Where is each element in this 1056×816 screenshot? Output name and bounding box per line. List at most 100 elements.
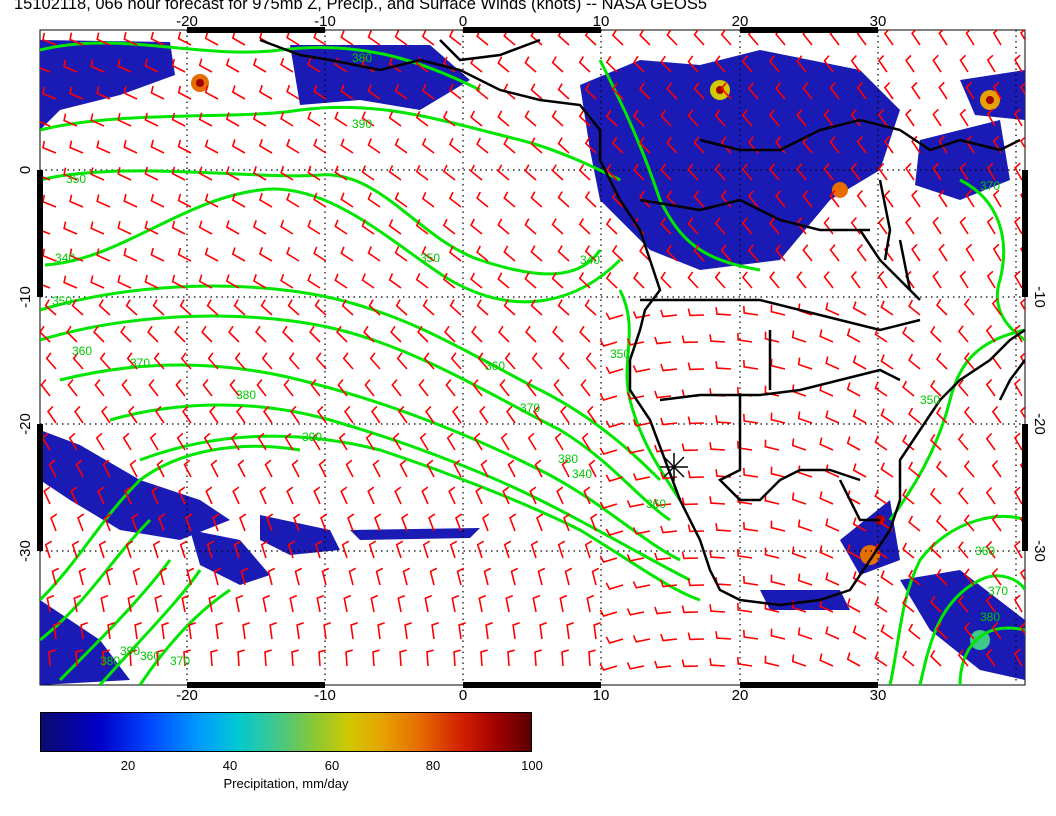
wind-barb (714, 55, 726, 73)
wind-barb (957, 649, 969, 667)
wind-barb (318, 459, 327, 478)
wind-barb (102, 459, 111, 478)
wind-barb (252, 220, 267, 235)
wind-barb (123, 194, 138, 208)
wind-barb (394, 84, 408, 100)
wind-barb (90, 59, 105, 73)
wind-barb (313, 30, 327, 46)
wind-barb (579, 325, 591, 343)
wind-barb (681, 443, 699, 452)
height-contours (40, 41, 1025, 685)
wind-barb (992, 30, 1002, 46)
wind-barb (829, 136, 840, 154)
wind-barb (929, 379, 942, 397)
wind-barb (125, 299, 138, 316)
wind-barb (654, 498, 672, 507)
wind-barb (73, 405, 84, 424)
wind-barb (340, 486, 348, 505)
wind-barb (336, 325, 348, 343)
wind-barb (1019, 568, 1025, 582)
contour-label: 380 (352, 51, 372, 65)
wind-barb (286, 192, 300, 208)
wind-barb (470, 272, 483, 289)
wind-barb (797, 627, 813, 640)
wind-barb (908, 569, 921, 586)
precip-area-south-atlantic-3 (260, 515, 340, 555)
wind-barb (551, 110, 564, 127)
wind-barb (935, 352, 948, 370)
contour-label: 390 (120, 644, 140, 658)
wind-barb (877, 162, 888, 181)
wind-barb (123, 140, 138, 154)
wind-barb (431, 622, 439, 640)
wind-barb (471, 325, 483, 343)
wind-barb (611, 82, 624, 100)
wind-barb (846, 652, 861, 667)
wind-barb (231, 193, 246, 208)
contour-label: 360 (975, 544, 995, 558)
wind-barb (340, 30, 354, 46)
wind-barb (1013, 108, 1023, 127)
contour-label: 380 (236, 388, 256, 402)
wind-barb (235, 405, 246, 424)
wind-barb (419, 432, 429, 451)
wind-barb (539, 622, 547, 640)
wind-barb (100, 405, 111, 424)
wind-barb (120, 325, 132, 343)
wind-barb (129, 459, 138, 478)
wind-barb (388, 219, 402, 235)
wind-barb (361, 165, 375, 181)
wind-barb (442, 164, 456, 181)
wind-barb (965, 189, 975, 208)
wind-barb (856, 135, 867, 154)
contour-label: 370 (980, 179, 1000, 193)
wind-barb (687, 109, 699, 127)
wind-barb (527, 432, 537, 451)
wind-barb (212, 513, 220, 532)
wind-barb (392, 432, 402, 451)
wind-barb (935, 568, 948, 586)
wind-barb (151, 486, 159, 505)
wind-barb (769, 109, 780, 127)
wind-barb (179, 540, 188, 559)
wind-barb (66, 325, 78, 343)
wind-barb (605, 271, 618, 289)
wind-barb (442, 110, 456, 127)
wind-barb (291, 649, 299, 667)
wind-barb (46, 594, 55, 613)
wind-barb (43, 486, 51, 505)
wind-barb (957, 325, 969, 343)
wind-barb (255, 325, 267, 343)
wind-barb (583, 486, 591, 505)
wind-barb (775, 244, 786, 262)
wind-barb (770, 358, 786, 370)
wind-barb (932, 54, 942, 73)
page-title: 15102118, 066 hour forecast for 975mb Z,… (14, 0, 708, 13)
wind-barb (313, 486, 321, 505)
wind-barb (470, 218, 483, 235)
wind-barb (73, 594, 82, 613)
wind-barb (1019, 298, 1025, 312)
wind-barb (421, 83, 435, 100)
wind-barb (125, 540, 134, 559)
wind-barb (449, 540, 458, 559)
wind-barb (338, 432, 348, 451)
wind-barb (720, 82, 732, 100)
wind-barb (204, 247, 219, 262)
country-border (717, 395, 861, 502)
wind-barb (104, 513, 112, 532)
wind-barb (986, 216, 996, 235)
wind-barb (850, 270, 861, 289)
forecast-map: 3403503603703803903503603703803403503603… (17, 13, 1048, 700)
wind-barb (534, 459, 543, 478)
wind-barb (747, 82, 759, 100)
wind-barb (175, 379, 186, 397)
wind-barb (343, 405, 354, 424)
wind-barb (99, 352, 111, 370)
wind-barb (451, 405, 462, 424)
wind-barb (98, 540, 107, 559)
wind-barb (183, 459, 192, 478)
wind-barb (770, 466, 786, 478)
wind-barb (874, 435, 888, 451)
wind-barb (791, 654, 807, 667)
